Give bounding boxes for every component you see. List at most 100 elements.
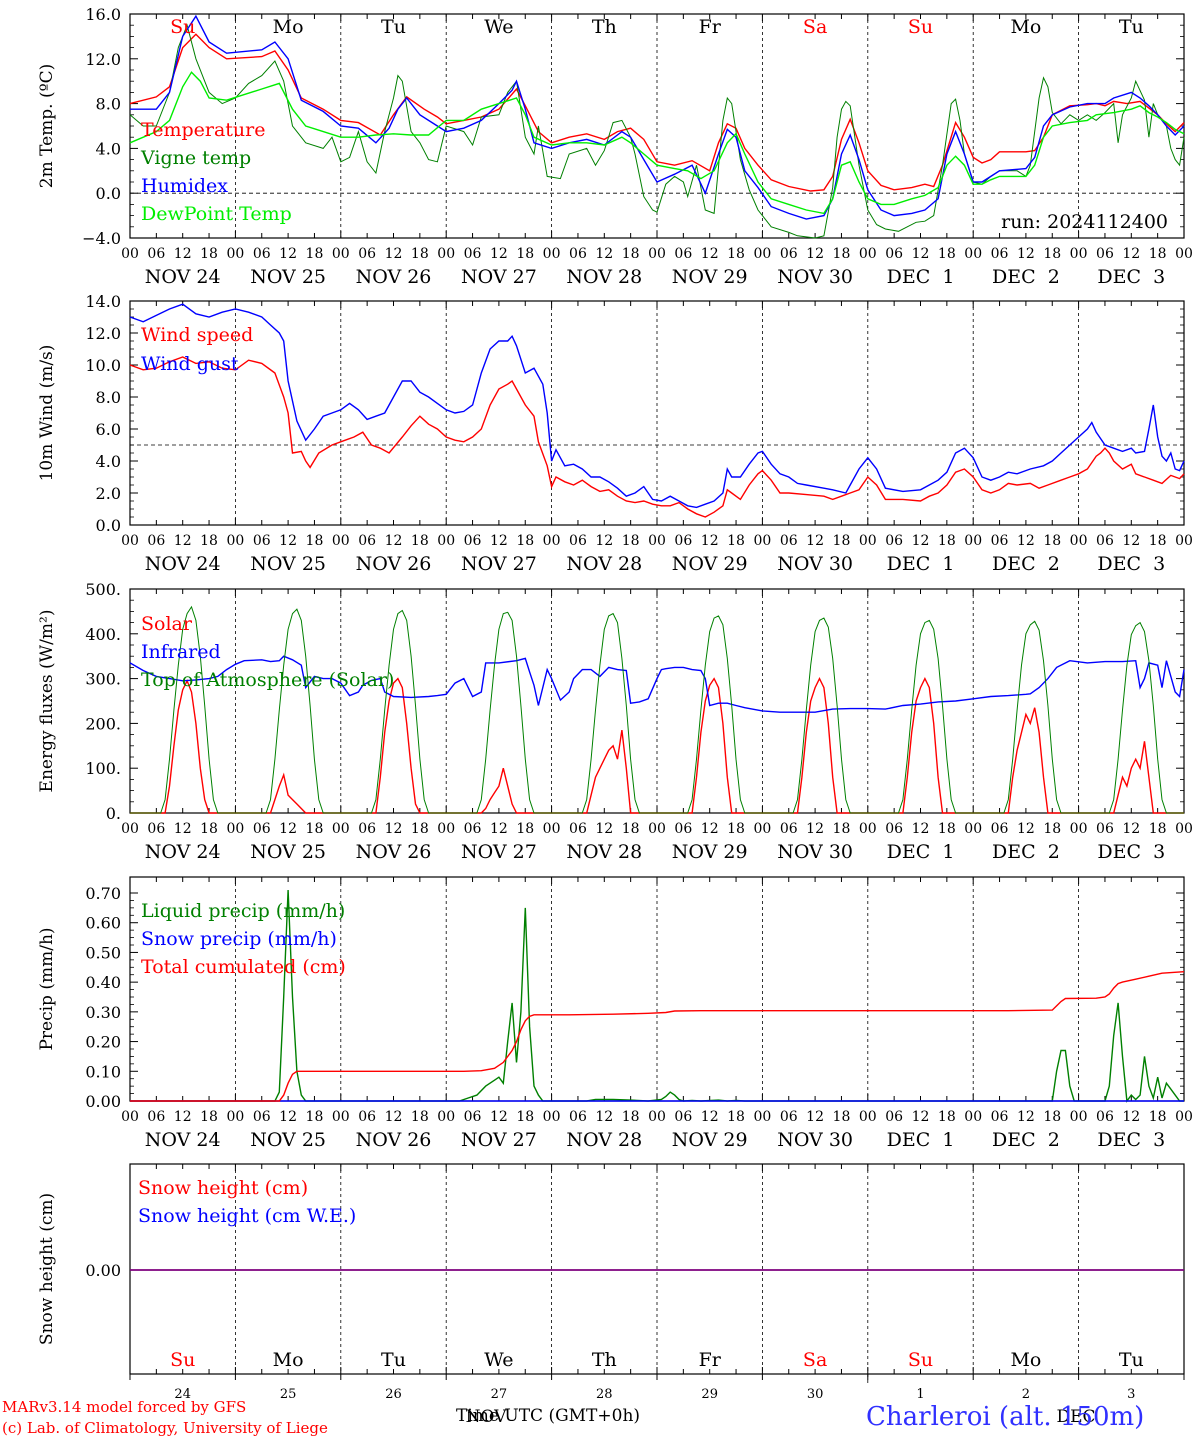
hour-tick-label: 12 <box>490 533 508 549</box>
day-number: 30 <box>807 1387 824 1402</box>
hour-tick-label: 00 <box>1070 246 1088 262</box>
hour-tick-label: 18 <box>727 1109 745 1125</box>
hour-tick-label: 18 <box>1043 1109 1061 1125</box>
hour-tick-label: 06 <box>147 246 165 262</box>
hour-tick-label: 18 <box>622 533 640 549</box>
hour-tick-label: 00 <box>1175 1109 1193 1125</box>
hour-tick-label: 18 <box>938 1109 956 1125</box>
hour-tick-label: 18 <box>1149 821 1167 837</box>
day-number: 29 <box>701 1387 718 1402</box>
hour-tick-label: 06 <box>885 246 903 262</box>
hour-tick-label: 06 <box>674 533 692 549</box>
hour-tick-label: 00 <box>437 821 455 837</box>
hour-tick-label: 12 <box>490 821 508 837</box>
hour-tick-label: 12 <box>595 246 613 262</box>
hour-tick-label: 00 <box>964 246 982 262</box>
hour-tick-label: 12 <box>279 821 297 837</box>
day-number: 27 <box>491 1387 508 1402</box>
hour-tick-label: 06 <box>464 246 482 262</box>
hour-tick-label: 00 <box>753 1109 771 1125</box>
date-label: NOV 24 <box>145 1129 221 1151</box>
month-mark: NOV <box>466 1407 508 1427</box>
legend-entry: Infrared <box>141 641 221 663</box>
hour-tick-label: 06 <box>358 246 376 262</box>
hour-tick-label: 12 <box>912 246 930 262</box>
series-line <box>129 71 1185 215</box>
hour-tick-label: 18 <box>938 246 956 262</box>
date-label: NOV 30 <box>777 553 853 575</box>
hour-tick-label: 06 <box>885 821 903 837</box>
hour-tick-label: 18 <box>727 821 745 837</box>
hour-tick-label: 06 <box>991 533 1009 549</box>
y-tick-label: 0.50 <box>85 943 121 962</box>
run-annotation: run: 2024112400 <box>1001 211 1168 233</box>
date-label: NOV 26 <box>356 841 432 863</box>
hour-tick-label: 06 <box>885 533 903 549</box>
hour-tick-label: 06 <box>253 533 271 549</box>
legend-entry: Snow height (cm W.E.) <box>138 1205 356 1227</box>
y-tick-label: 0.60 <box>85 914 121 933</box>
hour-tick-label: 06 <box>780 821 798 837</box>
hour-tick-label: 00 <box>859 533 877 549</box>
weekday-label: Th <box>592 1349 617 1371</box>
y-tick-label: 10.0 <box>85 356 121 375</box>
date-label: DEC 1 <box>887 553 955 575</box>
weekday-label: Mo <box>1010 16 1041 38</box>
hour-tick-label: 00 <box>1175 533 1193 549</box>
date-label: DEC 1 <box>887 266 955 288</box>
date-label: NOV 28 <box>566 553 642 575</box>
hour-tick-label: 06 <box>147 533 165 549</box>
hour-tick-label: 12 <box>701 246 719 262</box>
hour-tick-label: 12 <box>385 821 403 837</box>
legend-entry: DewPoint Temp <box>141 203 292 225</box>
hour-tick-label: 18 <box>200 533 218 549</box>
weekday-label: Su <box>170 16 195 38</box>
weekday-label: Mo <box>273 16 304 38</box>
date-label: NOV 27 <box>461 266 537 288</box>
hour-tick-label: 06 <box>569 246 587 262</box>
hour-tick-label: 06 <box>569 1109 587 1125</box>
hour-tick-label: 12 <box>1122 821 1140 837</box>
hour-tick-label: 18 <box>1043 533 1061 549</box>
hour-tick-label: 00 <box>543 533 561 549</box>
y-tick-label: 200. <box>85 714 121 733</box>
date-label: NOV 24 <box>145 841 221 863</box>
date-label: NOV 25 <box>250 553 326 575</box>
series-line <box>129 356 1185 518</box>
y-axis-label: 2m Temp. (ºC) <box>37 64 57 189</box>
date-label: NOV 26 <box>356 266 432 288</box>
hour-tick-label: 00 <box>121 821 139 837</box>
y-tick-label: 0. <box>106 804 121 823</box>
hour-tick-label: 12 <box>174 1109 192 1125</box>
hour-tick-label: 00 <box>1175 246 1193 262</box>
date-label: NOV 29 <box>672 553 748 575</box>
hour-tick-label: 18 <box>833 246 851 262</box>
hour-tick-label: 18 <box>1043 821 1061 837</box>
series-line <box>130 605 1184 814</box>
date-label: NOV 27 <box>461 553 537 575</box>
hour-tick-label: 18 <box>1149 246 1167 262</box>
hour-tick-label: 18 <box>411 533 429 549</box>
weekday-label: Sa <box>803 16 827 38</box>
hour-tick-label: 00 <box>121 533 139 549</box>
hour-tick-label: 06 <box>464 533 482 549</box>
hour-tick-label: 18 <box>306 1109 324 1125</box>
hour-tick-label: 18 <box>411 246 429 262</box>
date-label: NOV 25 <box>250 1129 326 1151</box>
y-tick-label: 0.00 <box>85 1092 121 1111</box>
weekday-label: Tu <box>1119 16 1144 38</box>
hour-tick-label: 12 <box>595 1109 613 1125</box>
hour-tick-label: 12 <box>174 533 192 549</box>
legend-entry: Snow height (cm) <box>138 1177 308 1199</box>
hour-tick-label: 06 <box>253 1109 271 1125</box>
hour-tick-label: 00 <box>964 533 982 549</box>
hour-tick-label: 00 <box>437 1109 455 1125</box>
hour-tick-label: 00 <box>226 821 244 837</box>
y-tick-label: 300. <box>85 670 121 689</box>
day-number: 1 <box>916 1387 924 1402</box>
hour-tick-label: 06 <box>1096 1109 1114 1125</box>
series-line <box>129 303 1185 509</box>
date-label: DEC 3 <box>1097 1129 1165 1151</box>
hour-tick-label: 00 <box>543 821 561 837</box>
hour-tick-label: 12 <box>490 1109 508 1125</box>
